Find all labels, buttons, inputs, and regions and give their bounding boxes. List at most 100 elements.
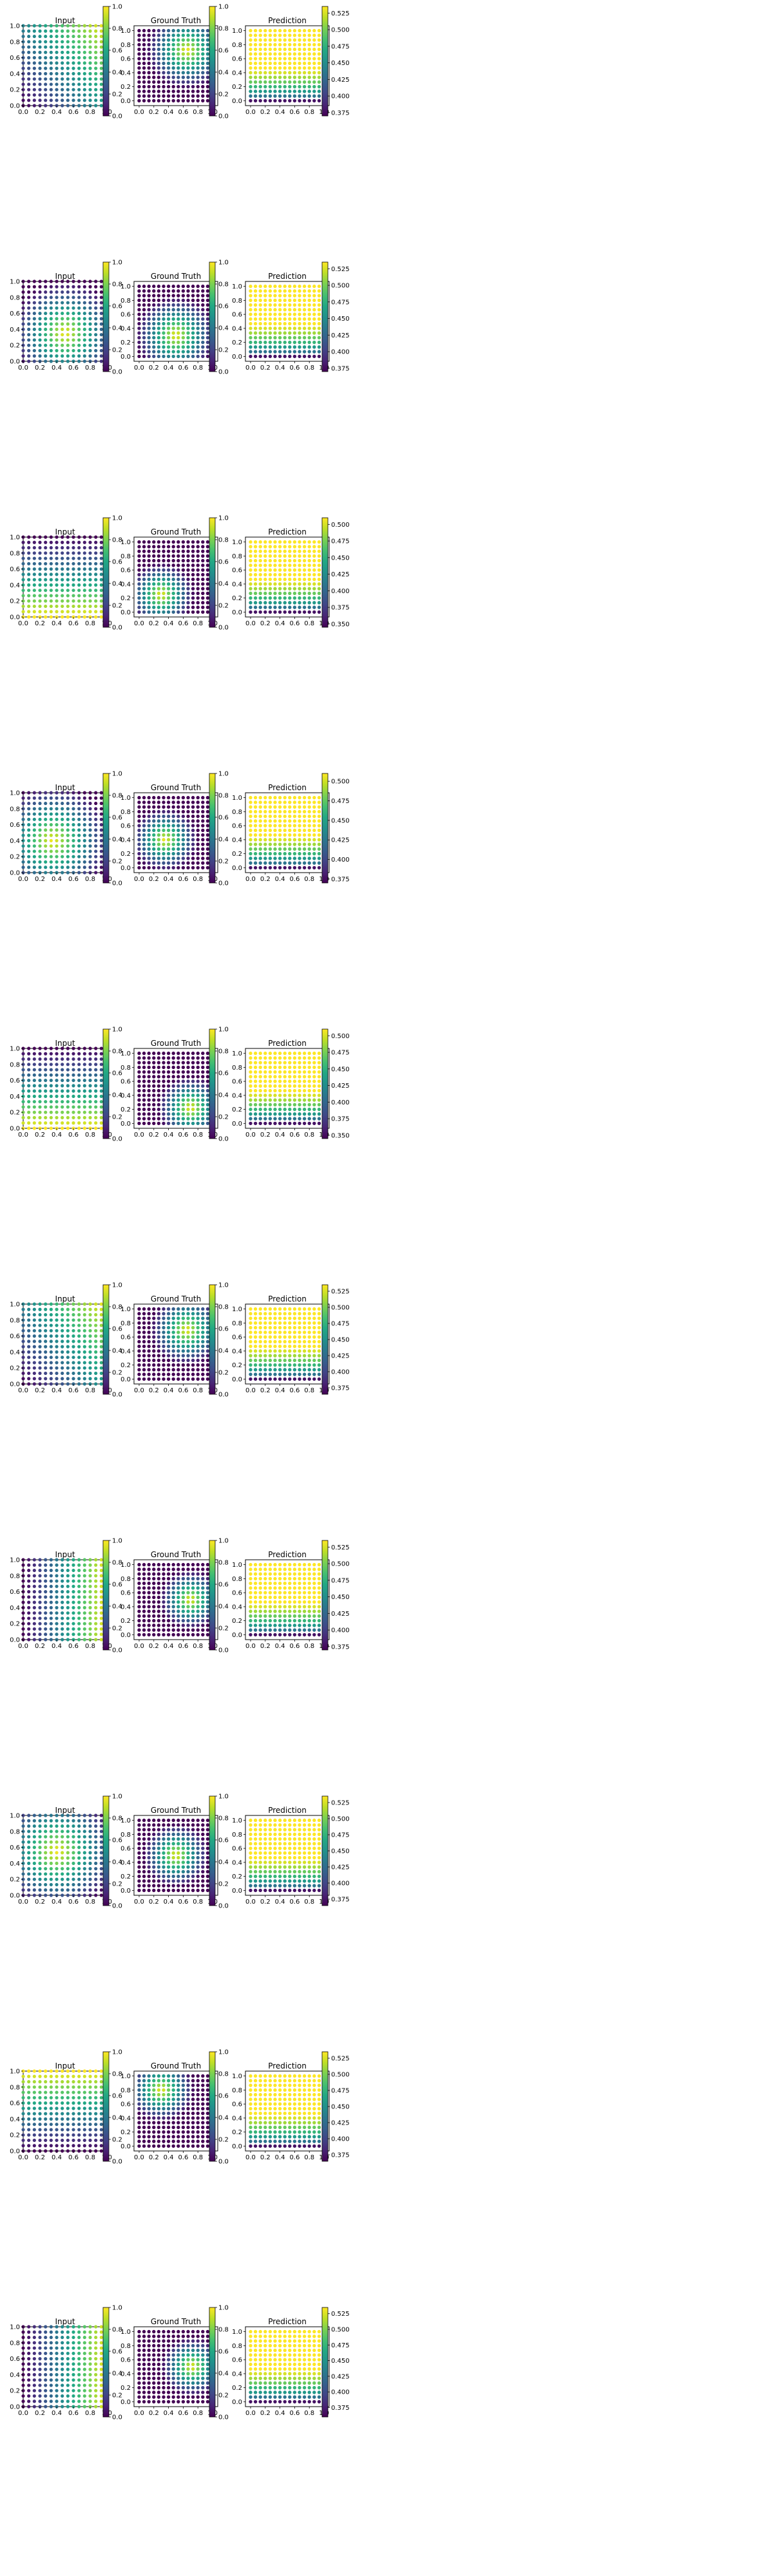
scatter-point	[137, 94, 141, 98]
scatter-point	[186, 805, 190, 809]
scatter-point	[82, 1084, 86, 1088]
scatter-point	[142, 1307, 146, 1311]
scatter-point	[49, 104, 53, 108]
scatter-point	[186, 1121, 190, 1126]
scatter-point	[253, 1117, 258, 1121]
scatter-point	[38, 296, 42, 299]
scatter-point	[94, 338, 98, 342]
scatter-point	[147, 1363, 151, 1367]
scatter-point	[302, 1112, 307, 1116]
scatter-point	[317, 842, 321, 846]
scatter-point	[94, 567, 98, 571]
scatter-point	[191, 1084, 195, 1088]
scatter-point	[258, 340, 262, 345]
y-tick-label: 0.0	[120, 1121, 131, 1128]
scatter-point	[137, 1377, 141, 1381]
scatter-point	[77, 1052, 81, 1056]
scatter-point	[166, 558, 171, 563]
scatter-point	[177, 327, 180, 330]
scatter-point	[312, 1121, 316, 1126]
scatter-point	[99, 1323, 103, 1327]
scatter-point	[292, 601, 297, 605]
scatter-point	[201, 340, 205, 345]
scatter-point	[66, 301, 70, 305]
scatter-point	[77, 1366, 81, 1370]
scatter-point	[205, 568, 210, 572]
scatter-point	[82, 1382, 86, 1386]
scatter-point	[32, 1302, 36, 1306]
scatter-point	[278, 545, 282, 549]
scatter-point	[142, 90, 146, 93]
scatter-point	[49, 801, 53, 806]
scatter-point	[162, 1358, 166, 1363]
scatter-point	[38, 1084, 42, 1088]
scatter-point	[142, 545, 146, 549]
scatter-point	[44, 838, 48, 842]
scatter-point	[191, 1325, 195, 1330]
scatter-point	[157, 582, 161, 586]
scatter-point	[61, 290, 64, 294]
scatter-point	[205, 289, 210, 293]
scatter-point	[32, 1329, 36, 1332]
scatter-point	[288, 1056, 292, 1060]
scatter-point	[94, 1307, 98, 1311]
scatter-point	[166, 838, 171, 842]
scatter-point	[249, 587, 253, 591]
scatter-point	[201, 1056, 205, 1060]
scatter-point	[61, 823, 64, 827]
scatter-point	[44, 1084, 48, 1088]
scatter-point	[283, 800, 287, 804]
scatter-point	[55, 50, 59, 54]
scatter-point	[171, 1079, 175, 1083]
scatter-point	[72, 50, 75, 54]
scatter-point	[72, 1377, 75, 1381]
colorbar-tick-label: 0.0	[112, 1136, 122, 1143]
scatter-point	[94, 578, 98, 582]
scatter-point	[307, 1051, 311, 1056]
scatter-point	[152, 1368, 156, 1372]
scatter-point	[205, 554, 210, 558]
panel-prediction-row-3: Prediction0.00.00.20.20.40.40.60.60.80.8…	[232, 527, 330, 627]
scatter-point	[317, 52, 321, 56]
scatter-point	[77, 343, 81, 347]
scatter-point	[205, 847, 210, 851]
scatter-point	[268, 1065, 272, 1070]
scatter-point	[99, 1366, 103, 1370]
scatter-point	[191, 838, 195, 842]
scatter-point	[44, 1110, 48, 1114]
scatter-point	[66, 354, 70, 358]
scatter-point	[66, 545, 70, 550]
scatter-point	[99, 1094, 103, 1098]
scatter-point	[147, 340, 151, 345]
scatter-point	[253, 605, 258, 609]
scatter-point	[201, 312, 205, 316]
scatter-point	[162, 1325, 166, 1330]
scatter-point	[27, 1052, 31, 1056]
scatter-point	[273, 331, 277, 335]
scatter-point	[278, 819, 282, 823]
scatter-point	[307, 577, 311, 582]
scatter-point	[157, 591, 161, 596]
scatter-point	[249, 71, 253, 75]
scatter-point	[147, 84, 151, 89]
scatter-point	[288, 601, 292, 605]
scatter-point	[298, 47, 301, 52]
scatter-point	[166, 1331, 171, 1334]
scatter-point	[191, 1098, 195, 1102]
scatter-point	[38, 99, 42, 102]
scatter-point	[21, 610, 25, 614]
scatter-point	[196, 857, 200, 860]
scatter-point	[77, 589, 81, 592]
scatter-point	[44, 610, 48, 614]
scatter-point	[201, 43, 205, 47]
scatter-point	[263, 1088, 267, 1093]
scatter-point	[317, 582, 321, 586]
scatter-point	[44, 290, 48, 294]
scatter-point	[302, 289, 307, 293]
scatter-point	[55, 1340, 59, 1343]
scatter-point	[61, 838, 64, 842]
scatter-point	[88, 1089, 92, 1093]
scatter-point	[166, 340, 171, 345]
colorbar-tick-label: 0.475	[331, 299, 350, 306]
scatter-point	[152, 80, 156, 84]
